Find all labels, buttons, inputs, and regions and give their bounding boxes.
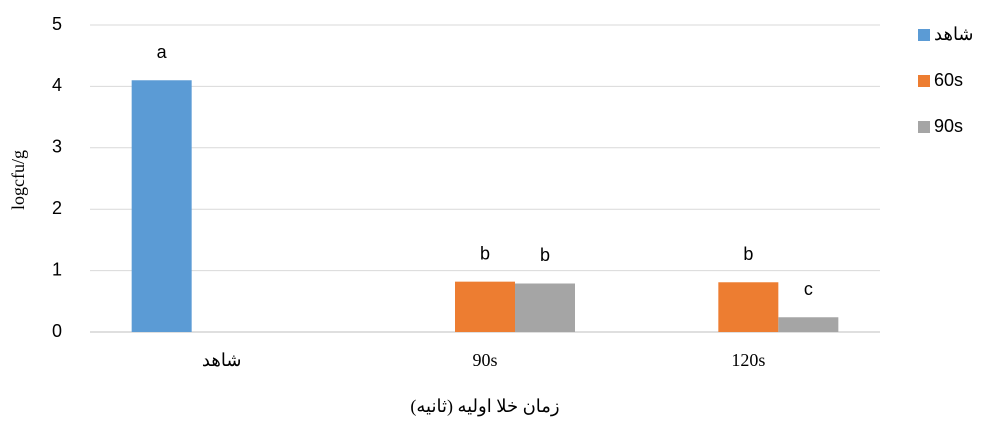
- bar-annotation: b: [743, 244, 753, 264]
- legend-swatch: [918, 29, 930, 41]
- legend-label: 90s: [934, 116, 963, 136]
- x-axis-label: زمان خلا اولیه (ثانیه): [410, 396, 559, 417]
- bar-annotation: a: [157, 42, 168, 62]
- bar: [778, 317, 839, 332]
- legend-label: شاهد: [934, 24, 974, 44]
- y-tick-label: 2: [52, 198, 62, 218]
- bar-annotation: c: [804, 279, 813, 299]
- y-tick-label: 0: [52, 321, 62, 341]
- bar: [131, 80, 192, 332]
- y-tick-label: 5: [52, 14, 62, 34]
- y-tick-label: 3: [52, 137, 62, 157]
- bar: [718, 282, 779, 332]
- bar-annotation: b: [540, 245, 550, 265]
- legend-swatch: [918, 121, 930, 133]
- bar: [515, 283, 575, 332]
- x-tick-label: 120s: [731, 350, 765, 370]
- legend-swatch: [918, 75, 930, 87]
- x-tick-label: شاهد: [202, 350, 242, 370]
- y-tick-label: 4: [52, 75, 62, 95]
- bar: [455, 281, 515, 332]
- y-tick-label: 1: [52, 259, 62, 279]
- legend-label: 60s: [934, 70, 963, 90]
- y-axis-label: logcfu/g: [8, 150, 28, 210]
- x-tick-label: 90s: [472, 350, 497, 370]
- bar-annotation: b: [480, 243, 490, 263]
